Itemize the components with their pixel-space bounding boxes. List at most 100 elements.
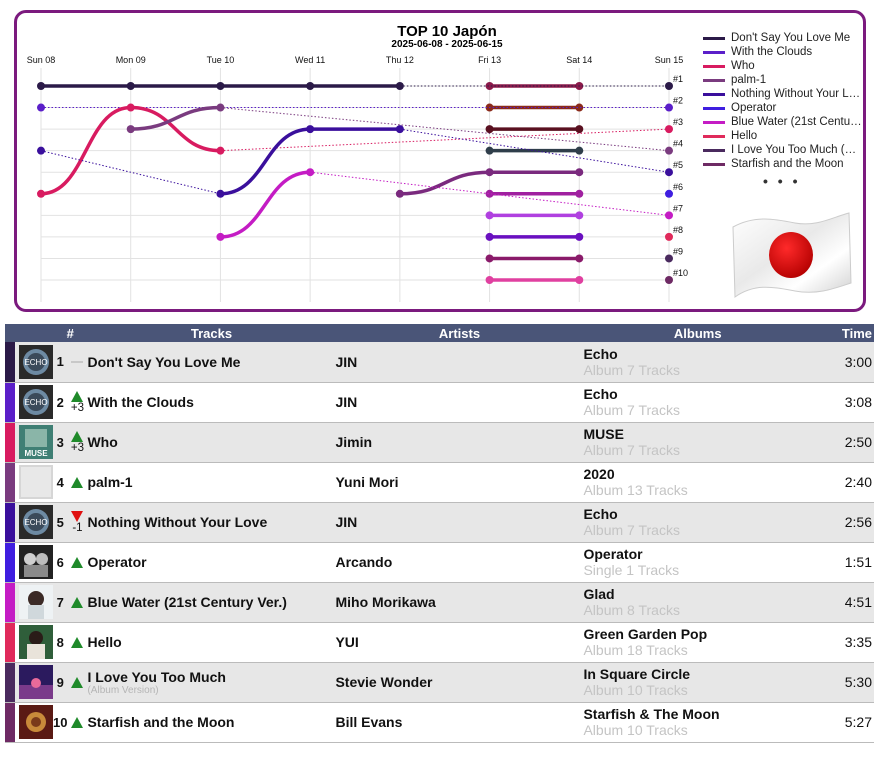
album-info: Album 7 Tracks [583,361,680,378]
arrow-down-icon [71,510,84,522]
album-name: Green Garden Pop [583,626,708,642]
row-delta: -1 [72,521,83,534]
row-album[interactable]: Green Garden Pop Album 18 Tracks [583,622,812,662]
row-artist[interactable]: Miho Morikawa [335,594,436,610]
legend-item[interactable]: Nothing Without Your Love [703,87,863,101]
row-track[interactable]: Nothing Without Your Love [87,502,335,542]
x-tick-label: Thu 12 [386,55,414,65]
y-tick-label: #7 [673,203,683,213]
row-album[interactable]: Echo Album 7 Tracks [583,502,812,542]
row-album[interactable]: Starfish & The Moon Album 10 Tracks [583,702,812,742]
row-track[interactable]: Starfish and the Moon [87,702,335,742]
series-line [218,170,312,239]
row-track[interactable]: Who [87,422,335,462]
row-artist[interactable]: YUI [335,634,359,650]
row-rank: 7 [56,594,64,610]
x-tick-label: Tue 10 [207,55,235,65]
row-movement [67,542,87,582]
row-artist[interactable]: Jimin [335,434,373,450]
header-rank[interactable]: # [66,325,74,341]
legend-more-indicator[interactable]: • • • [763,173,801,189]
operator-cover [19,545,53,579]
series-point [665,254,673,263]
muse-cover: MUSE [19,425,53,459]
table-row[interactable]: 10 Starfish and the Moon Bill Evans Star… [5,702,874,742]
row-album[interactable]: Glad Album 8 Tracks [583,582,812,622]
table-row[interactable]: 9 I Love You Too Much (Album Version) St… [5,662,874,702]
album-name: Echo [583,506,618,522]
header-artists[interactable]: Artists [438,325,481,341]
series-gap-line [40,150,221,195]
legend-item[interactable]: I Love You Too Much (Album Version) [703,143,863,157]
legend-item[interactable]: Blue Water (21st Century Ver.) [703,115,863,129]
table-row[interactable]: ECHO 2 +3 With the Clouds JIN Echo Album… [5,382,874,422]
legend-item[interactable]: Starfish and the Moon [703,157,863,171]
row-track[interactable]: Operator [87,542,335,582]
row-track[interactable]: I Love You Too Much (Album Version) [87,662,335,702]
chart-card: Sun 08 Mon 09 Tue 10 Wed 11 Thu 12 Fri 13 Sat … [14,10,866,312]
x-tick-label: Sat 14 [566,55,592,65]
table-row[interactable]: 7 Blue Water (21st Century Ver.) Miho Mo… [5,582,874,622]
row-color-strip [5,342,15,382]
svg-text:MUSE: MUSE [24,449,48,458]
row-album[interactable]: MUSE Album 7 Tracks [583,422,812,462]
legend-item[interactable]: Who [703,59,863,73]
row-track[interactable]: Hello [87,622,335,662]
table-row[interactable]: 8 Hello YUI Green Garden Pop Album 18 Tr… [5,622,874,662]
album-name: Glad [583,586,615,602]
row-album[interactable]: Echo Album 7 Tracks [583,342,812,382]
legend-label: Starfish and the Moon [731,158,844,170]
table-row[interactable]: 6 Operator Arcando Operator Single 1 Tra… [5,542,874,582]
row-track[interactable]: palm-1 [87,462,335,502]
album-name: MUSE [583,426,624,442]
row-album[interactable]: 2020 Album 13 Tracks [583,462,812,502]
table-header: # Tracks Artists Albums Time [5,324,874,342]
legend-item[interactable]: Operator [703,101,863,115]
row-artist[interactable]: Bill Evans [335,714,403,730]
legend-item[interactable]: palm-1 [703,73,863,87]
x-tick-label: Mon 09 [116,55,146,65]
row-movement [67,462,87,502]
series-point [665,146,673,155]
row-artist[interactable]: Arcando [335,554,393,570]
track-title: Hello [87,634,122,650]
echo-cover: ECHO [19,344,53,379]
row-time: 5:30 [844,674,872,690]
row-artist[interactable]: Yuni Mori [335,474,399,490]
legend-item[interactable]: Don't Say You Love Me [703,31,863,45]
y-tick-label: #5 [673,160,683,170]
table-row[interactable]: ECHO 5 -1 Nothing Without Your Love JIN … [5,502,874,542]
legend-label: I Love You Too Much (Album Version) [731,144,863,156]
series-point [216,82,225,90]
row-track[interactable]: Don't Say You Love Me [87,342,335,382]
series-point [37,103,45,112]
table-row[interactable]: ECHO 1 Don't Say You Love Me JIN Echo Al… [5,342,874,382]
legend-item[interactable]: With the Clouds [703,45,863,59]
header-tracks[interactable]: Tracks [190,325,233,341]
row-track[interactable]: With the Clouds [87,382,335,422]
row-color-strip [5,662,15,702]
row-rank: 4 [56,474,64,490]
y-tick-label: #3 [673,117,683,127]
row-artist[interactable]: JIN [335,514,358,530]
table-row[interactable]: MUSE 3 +3 Who Jimin MUSE Album 7 Tracks … [5,422,874,462]
row-artist[interactable]: Stevie Wonder [335,674,433,690]
svg-text:ECHO: ECHO [24,518,47,527]
header-time[interactable]: Time [841,325,872,341]
row-album[interactable]: Echo Album 7 Tracks [583,382,812,422]
row-track[interactable]: Blue Water (21st Century Ver.) [87,582,335,622]
row-artist[interactable]: JIN [335,353,358,370]
series-point [306,168,315,177]
legend-item[interactable]: Hello [703,129,863,143]
other-track-point [485,232,494,241]
other-track-point [485,254,494,263]
other-track-point [575,125,584,134]
row-rank: 9 [56,674,64,690]
header-albums[interactable]: Albums [673,325,722,341]
chart-legend: Don't Say You Love Me With the Clouds Who p… [703,31,863,189]
track-subtitle: (Album Version) [87,684,159,696]
table-row[interactable]: 4 palm-1 Yuni Mori 2020 Album 13 Tracks … [5,462,874,502]
row-album[interactable]: Operator Single 1 Tracks [583,542,812,582]
row-album[interactable]: In Square Circle Album 10 Tracks [583,662,812,702]
row-artist[interactable]: JIN [335,394,358,410]
